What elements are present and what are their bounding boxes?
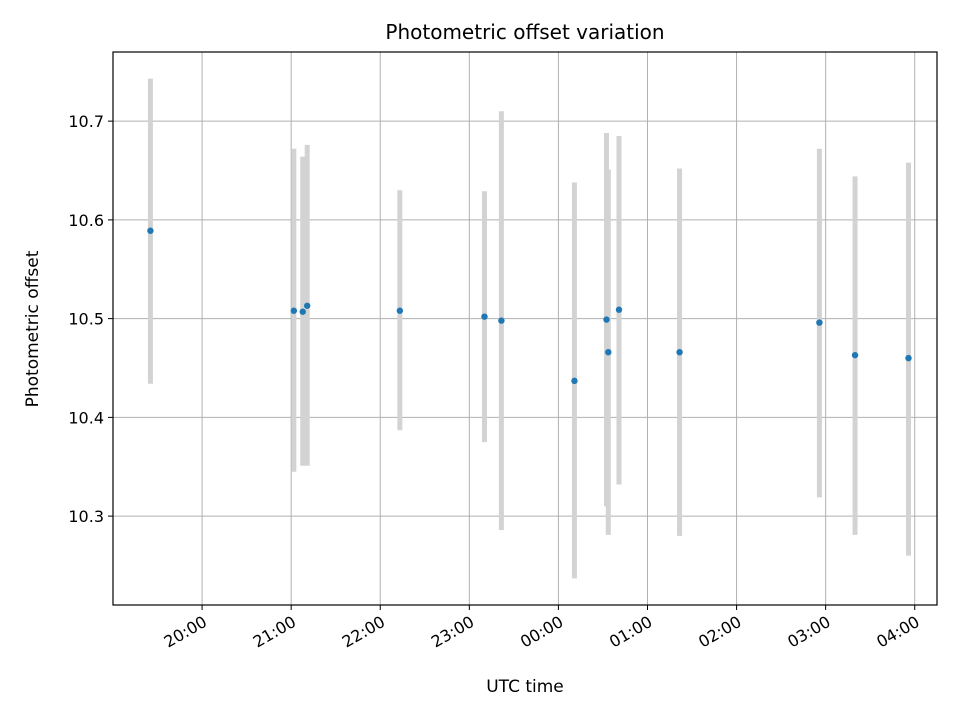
x-tick-label: 04:00 bbox=[873, 612, 922, 652]
plot-frame bbox=[112, 51, 938, 606]
data-point bbox=[303, 302, 311, 309]
y-tick-label: 10.5 bbox=[68, 310, 104, 329]
data-point bbox=[498, 317, 505, 324]
x-tick-label: 03:00 bbox=[784, 612, 833, 652]
x-tick-label: 21:00 bbox=[250, 612, 299, 652]
data-point bbox=[676, 349, 683, 356]
y-tick-label: 10.7 bbox=[68, 112, 104, 131]
y-tick-label: 10.4 bbox=[68, 408, 104, 427]
data-point bbox=[299, 308, 306, 315]
y-tick-label: 10.6 bbox=[68, 211, 104, 230]
errorbars bbox=[147, 78, 911, 579]
y-tick-label: 10.3 bbox=[68, 507, 104, 526]
data-points bbox=[147, 227, 912, 385]
data-point bbox=[603, 316, 610, 323]
x-axis-ticks: 20:00 21:00 22:00 23:00 00:00 01:00 02:00 03:00… bbox=[161, 605, 923, 652]
x-tick-label: 23:00 bbox=[428, 612, 477, 652]
x-tick-label: 22:00 bbox=[339, 612, 388, 652]
x-tick-label: 02:00 bbox=[695, 612, 744, 652]
y-axis-label: Photometric offset bbox=[23, 250, 43, 407]
data-point bbox=[481, 313, 488, 320]
data-point bbox=[147, 227, 154, 234]
data-point bbox=[816, 319, 823, 326]
chart-title: Photometric offset variation bbox=[385, 20, 664, 44]
data-point bbox=[396, 307, 404, 314]
x-tick-label: 20:00 bbox=[161, 612, 210, 652]
data-point bbox=[905, 354, 912, 362]
data-point bbox=[290, 307, 298, 314]
data-point bbox=[605, 349, 612, 356]
grid bbox=[113, 52, 937, 605]
x-tick-label: 00:00 bbox=[517, 612, 566, 652]
data-point bbox=[571, 377, 578, 385]
data-point bbox=[851, 351, 859, 359]
data-point bbox=[615, 306, 623, 313]
y-axis-ticks: 10.3 10.4 10.5 10.6 10.7 bbox=[68, 112, 113, 526]
x-tick-label: 01:00 bbox=[606, 612, 655, 652]
x-axis-label: UTC time bbox=[486, 677, 564, 697]
